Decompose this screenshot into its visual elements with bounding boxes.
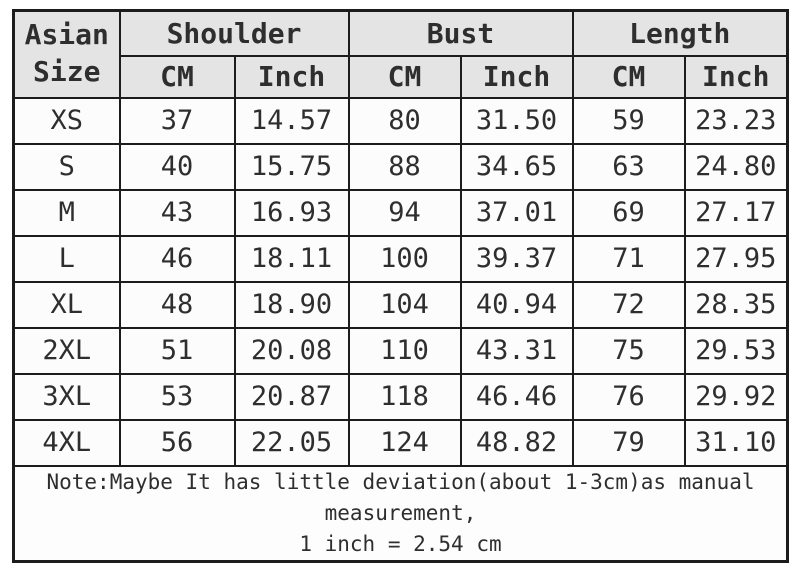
shoulder-cm-cell: 53 [118, 372, 236, 421]
bust-cm-cell: 88 [347, 142, 462, 191]
table-row-s: S 40 15.75 88 34.65 63 24.80 [12, 142, 789, 191]
table-header: Asian Size Shoulder Bust Length CM Inch … [12, 9, 789, 99]
bust-cm-cell: 110 [347, 326, 462, 375]
bust-inch-cell: 37.01 [459, 188, 574, 237]
length-inch-cell: 29.92 [683, 372, 789, 421]
bust-cm-cell: 94 [347, 188, 462, 237]
shoulder-inch-cell: 16.93 [233, 188, 350, 237]
size-cell: M [12, 188, 121, 237]
bust-cm-cell: 118 [347, 372, 462, 421]
group-header-shoulder: Shoulder [118, 9, 350, 57]
group-header-bust: Bust [347, 9, 574, 57]
bust-inch-cell: 48.82 [459, 418, 574, 467]
bust-inch-cell: 40.94 [459, 280, 574, 329]
shoulder-cm-cell: 46 [118, 234, 236, 283]
size-chart: Asian Size Shoulder Bust Length CM Inch … [12, 9, 789, 563]
table-row-l: L 46 18.11 100 39.37 71 27.95 [12, 234, 789, 283]
note-cell: Note:Maybe It has little deviation(about… [12, 464, 789, 562]
size-cell: XS [12, 96, 121, 145]
bust-cm-cell: 124 [347, 418, 462, 467]
size-cell: 2XL [12, 326, 121, 375]
size-chart-table: Asian Size Shoulder Bust Length CM Inch … [12, 9, 789, 563]
group-header-row: Asian Size Shoulder Bust Length [12, 9, 789, 99]
length-inch-cell: 27.95 [683, 234, 789, 283]
length-inch-cell: 23.23 [683, 96, 789, 145]
note-row: Note:Maybe It has little deviation(about… [12, 464, 789, 562]
shoulder-inch-cell: 20.08 [233, 326, 350, 375]
bust-inch-cell: 39.37 [459, 234, 574, 283]
note-line-3: 1 inch = 2.54 cm [299, 531, 502, 556]
length-inch-cell: 29.53 [683, 326, 789, 375]
length-cm-cell: 59 [571, 96, 686, 145]
length-cm-cell: 71 [571, 234, 686, 283]
length-cm-cell: 76 [571, 372, 686, 421]
length-cm-cell: 72 [571, 280, 686, 329]
note-line-2: measurement, [324, 500, 477, 525]
group-header-length: Length [571, 9, 789, 57]
table-body: XS 37 14.57 80 31.50 59 23.23 S 40 15.75… [12, 96, 789, 467]
size-cell: L [12, 234, 121, 283]
bust-cm-cell: 100 [347, 234, 462, 283]
shoulder-inch-cell: 14.57 [233, 96, 350, 145]
table-row-3xl: 3XL 53 20.87 118 46.46 76 29.92 [12, 372, 789, 421]
note-line-1: Note:Maybe It has little deviation(about… [46, 469, 755, 494]
table-row-4xl: 4XL 56 22.05 124 48.82 79 31.10 [12, 418, 789, 467]
length-inch-cell: 28.35 [683, 280, 789, 329]
bust-inch-cell: 34.65 [459, 142, 574, 191]
shoulder-cm-cell: 37 [118, 96, 236, 145]
length-cm-cell: 63 [571, 142, 686, 191]
bust-inch-cell: 46.46 [459, 372, 574, 421]
corner-header-asian-size: Asian Size [12, 9, 121, 99]
size-cell: 4XL [12, 418, 121, 467]
length-inch-cell: 31.10 [683, 418, 789, 467]
shoulder-inch-header: Inch [233, 54, 350, 99]
length-inch-cell: 24.80 [683, 142, 789, 191]
bust-cm-cell: 104 [347, 280, 462, 329]
table-row-xs: XS 37 14.57 80 31.50 59 23.23 [12, 96, 789, 145]
shoulder-cm-cell: 56 [118, 418, 236, 467]
shoulder-inch-cell: 18.11 [233, 234, 350, 283]
bust-inch-cell: 31.50 [459, 96, 574, 145]
bust-cm-cell: 80 [347, 96, 462, 145]
shoulder-cm-cell: 43 [118, 188, 236, 237]
shoulder-inch-cell: 15.75 [233, 142, 350, 191]
table-footer: Note:Maybe It has little deviation(about… [12, 464, 789, 562]
length-inch-cell: 27.17 [683, 188, 789, 237]
shoulder-cm-cell: 51 [118, 326, 236, 375]
table-row-2xl: 2XL 51 20.08 110 43.31 75 29.53 [12, 326, 789, 375]
shoulder-inch-cell: 20.87 [233, 372, 350, 421]
length-cm-header: CM [571, 54, 686, 99]
length-cm-cell: 79 [571, 418, 686, 467]
table-row-m: M 43 16.93 94 37.01 69 27.17 [12, 188, 789, 237]
size-cell: 3XL [12, 372, 121, 421]
shoulder-inch-cell: 22.05 [233, 418, 350, 467]
shoulder-cm-cell: 48 [118, 280, 236, 329]
size-cell: XL [12, 280, 121, 329]
shoulder-cm-header: CM [118, 54, 236, 99]
size-cell: S [12, 142, 121, 191]
bust-cm-header: CM [347, 54, 462, 99]
length-cm-cell: 75 [571, 326, 686, 375]
shoulder-inch-cell: 18.90 [233, 280, 350, 329]
bust-inch-cell: 43.31 [459, 326, 574, 375]
unit-header-row: CM Inch CM Inch CM Inch [14, 54, 789, 99]
length-inch-header: Inch [683, 54, 789, 99]
length-cm-cell: 69 [571, 188, 686, 237]
shoulder-cm-cell: 40 [118, 142, 236, 191]
table-row-xl: XL 48 18.90 104 40.94 72 28.35 [12, 280, 789, 329]
bust-inch-header: Inch [459, 54, 574, 99]
